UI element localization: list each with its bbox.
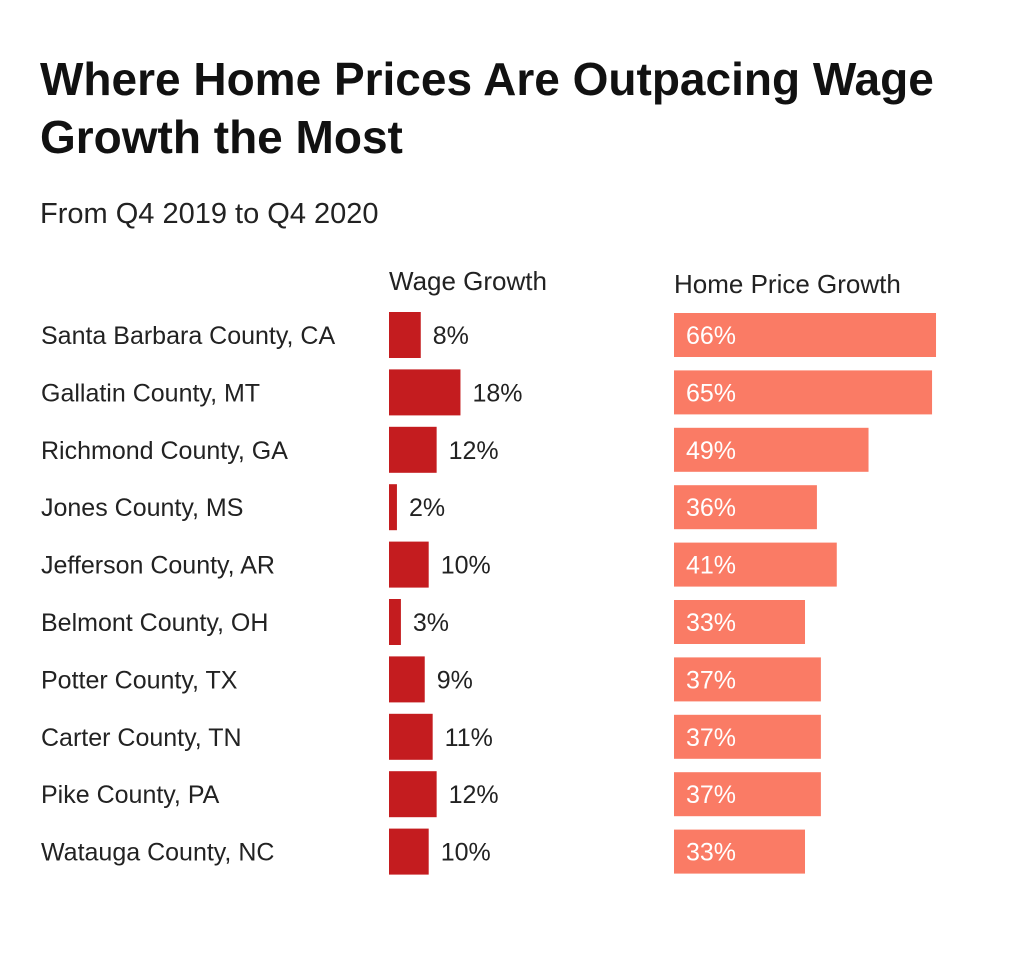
bar-wage — [389, 656, 425, 703]
data-label-wage: 11% — [445, 724, 493, 752]
chart-title: Where Home Prices Are Outpacing Wage Gro… — [40, 53, 934, 163]
bar-home-price — [674, 714, 821, 759]
data-label-home-price: 65% — [686, 379, 736, 407]
category-label: Jefferson County, AR — [41, 552, 275, 580]
data-label-home-price: 37% — [686, 724, 736, 752]
data-label-wage: 8% — [433, 322, 469, 350]
bar-home-price — [674, 772, 821, 817]
bar-home-price — [674, 542, 837, 587]
bar-wage — [389, 713, 433, 760]
data-label-wage: 9% — [437, 666, 473, 694]
category-label: Carter County, TN — [41, 724, 242, 752]
data-label-wage: 10% — [441, 839, 491, 867]
series-header-wage-growth: Wage Growth — [389, 266, 547, 296]
data-label-wage: 10% — [441, 552, 491, 580]
bar-home-price — [674, 313, 937, 357]
data-label-home-price: 36% — [686, 494, 736, 522]
bar-home-price — [674, 427, 869, 472]
bar-wage — [389, 426, 437, 473]
category-label: Watauga County, NC — [41, 839, 274, 867]
data-label-home-price: 37% — [686, 781, 736, 809]
data-label-home-price: 33% — [686, 839, 736, 867]
bar-home-price — [674, 657, 821, 702]
data-label-wage: 12% — [449, 437, 499, 465]
category-label: Gallatin County, MT — [41, 379, 260, 407]
data-label-home-price: 41% — [686, 552, 736, 580]
data-label-wage: 2% — [409, 494, 445, 522]
bar-wage — [389, 599, 401, 645]
category-label: Belmont County, OH — [41, 609, 268, 637]
category-label: Santa Barbara County, CA — [41, 322, 335, 350]
data-label-wage: 3% — [413, 609, 449, 637]
bar-wage — [389, 369, 461, 416]
bar-home-price — [674, 829, 806, 874]
bar-wage — [389, 771, 437, 818]
category-label: Pike County, PA — [41, 781, 220, 809]
series-header-home-price-growth: Home Price Growth — [674, 269, 901, 299]
bar-wage — [389, 828, 429, 875]
data-label-home-price: 49% — [686, 437, 736, 465]
data-label-home-price: 66% — [686, 322, 736, 350]
category-label: Richmond County, GA — [41, 437, 288, 465]
bar-wage — [389, 484, 397, 531]
category-label: Potter County, TX — [41, 666, 238, 694]
bar-wage — [389, 541, 429, 588]
bar-home-price — [674, 600, 806, 644]
bar-wage — [389, 312, 421, 358]
data-label-home-price: 33% — [686, 609, 736, 637]
bar-home-price — [674, 485, 817, 530]
category-label: Jones County, MS — [41, 494, 243, 522]
data-label-wage: 12% — [449, 781, 499, 809]
data-label-home-price: 37% — [686, 666, 736, 694]
bar-home-price — [674, 370, 933, 415]
data-label-wage: 18% — [472, 379, 522, 407]
chart-subtitle: From Q4 2019 to Q4 2020 — [40, 198, 379, 230]
